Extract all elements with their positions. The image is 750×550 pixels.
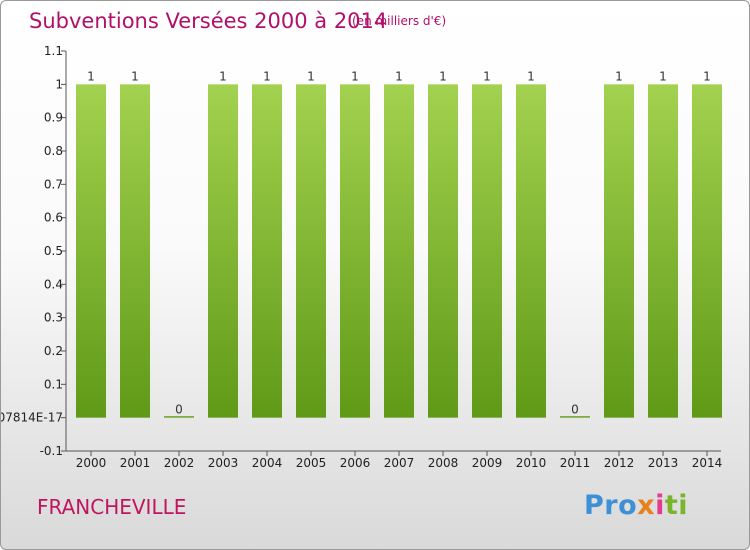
y-tick-label: 0.8 <box>44 144 63 158</box>
x-tick-label: 2007 <box>384 456 415 470</box>
x-tick-label: 2012 <box>604 456 635 470</box>
y-tick-label: 0.6 <box>44 211 63 225</box>
bar <box>340 84 370 418</box>
bar-value-label: 0 <box>175 403 183 417</box>
y-tick-label: 0.2 <box>44 344 63 358</box>
x-tick-label: 2010 <box>516 456 547 470</box>
y-tick-label: 1 <box>55 77 63 91</box>
bar-value-label: 1 <box>131 69 139 83</box>
x-tick-label: 2005 <box>296 456 327 470</box>
logo-part-2: x <box>637 490 656 521</box>
y-tick-label: 0.9 <box>44 111 63 125</box>
bar-value-label: 1 <box>87 69 95 83</box>
bar <box>164 416 194 418</box>
bar-value-label: 1 <box>263 69 271 83</box>
chart-title: Subventions Versées 2000 à 2014 <box>29 9 388 33</box>
y-tick-label: 1.1 <box>44 44 63 58</box>
bar <box>604 84 634 418</box>
x-tick-label: 2006 <box>340 456 371 470</box>
y-tick-label: 0.1 <box>44 377 63 391</box>
y-tick-label: 0.7 <box>44 177 63 191</box>
bar <box>252 84 282 418</box>
logo-part-1: Pro <box>584 490 638 521</box>
bar <box>472 84 502 418</box>
commune-name: FRANCHEVILLE <box>37 495 187 519</box>
bar-value-label: 1 <box>395 69 403 83</box>
bar-value-label: 0 <box>571 403 579 417</box>
proxiti-logo[interactable]: Proxiti <box>584 490 688 521</box>
y-tick-label: 0.4 <box>44 277 63 291</box>
x-tick-label: 2001 <box>120 456 151 470</box>
bar-value-label: 1 <box>659 69 667 83</box>
x-tick-label: 2009 <box>472 456 503 470</box>
bar-value-label: 1 <box>351 69 359 83</box>
bar-value-label: 1 <box>527 69 535 83</box>
x-tick-label: 2008 <box>428 456 459 470</box>
bar-value-label: 1 <box>483 69 491 83</box>
bar-value-label: 1 <box>219 69 227 83</box>
bar <box>648 84 678 418</box>
y-tick-label: -0.1 <box>40 444 63 458</box>
y-tick-label: 0.5 <box>44 244 63 258</box>
y-tick-label: 0.3 <box>44 311 63 325</box>
x-tick-label: 2002 <box>164 456 195 470</box>
bar <box>76 84 106 418</box>
bar-value-label: 1 <box>615 69 623 83</box>
bar <box>428 84 458 418</box>
bar-value-label: 1 <box>703 69 711 83</box>
bar <box>120 84 150 418</box>
logo-part-4: ti <box>664 490 689 521</box>
bar <box>516 84 546 418</box>
x-tick-label: 2003 <box>208 456 239 470</box>
bar <box>692 84 722 418</box>
chart-unit: (en milliers d'€) <box>352 14 447 28</box>
x-tick-label: 2004 <box>252 456 283 470</box>
x-tick-label: 2013 <box>648 456 679 470</box>
bar <box>208 84 238 418</box>
x-tick-label: 2011 <box>560 456 591 470</box>
x-tick-label: 2000 <box>76 456 107 470</box>
x-tick-label: 2014 <box>692 456 723 470</box>
bar <box>296 84 326 418</box>
y-tick-label: 1.3877787807814E-17 <box>1 411 63 425</box>
bar <box>384 84 414 418</box>
bar-value-label: 1 <box>307 69 315 83</box>
bar <box>560 416 590 418</box>
logo-part-3: i <box>655 490 665 521</box>
bar-value-label: 1 <box>439 69 447 83</box>
